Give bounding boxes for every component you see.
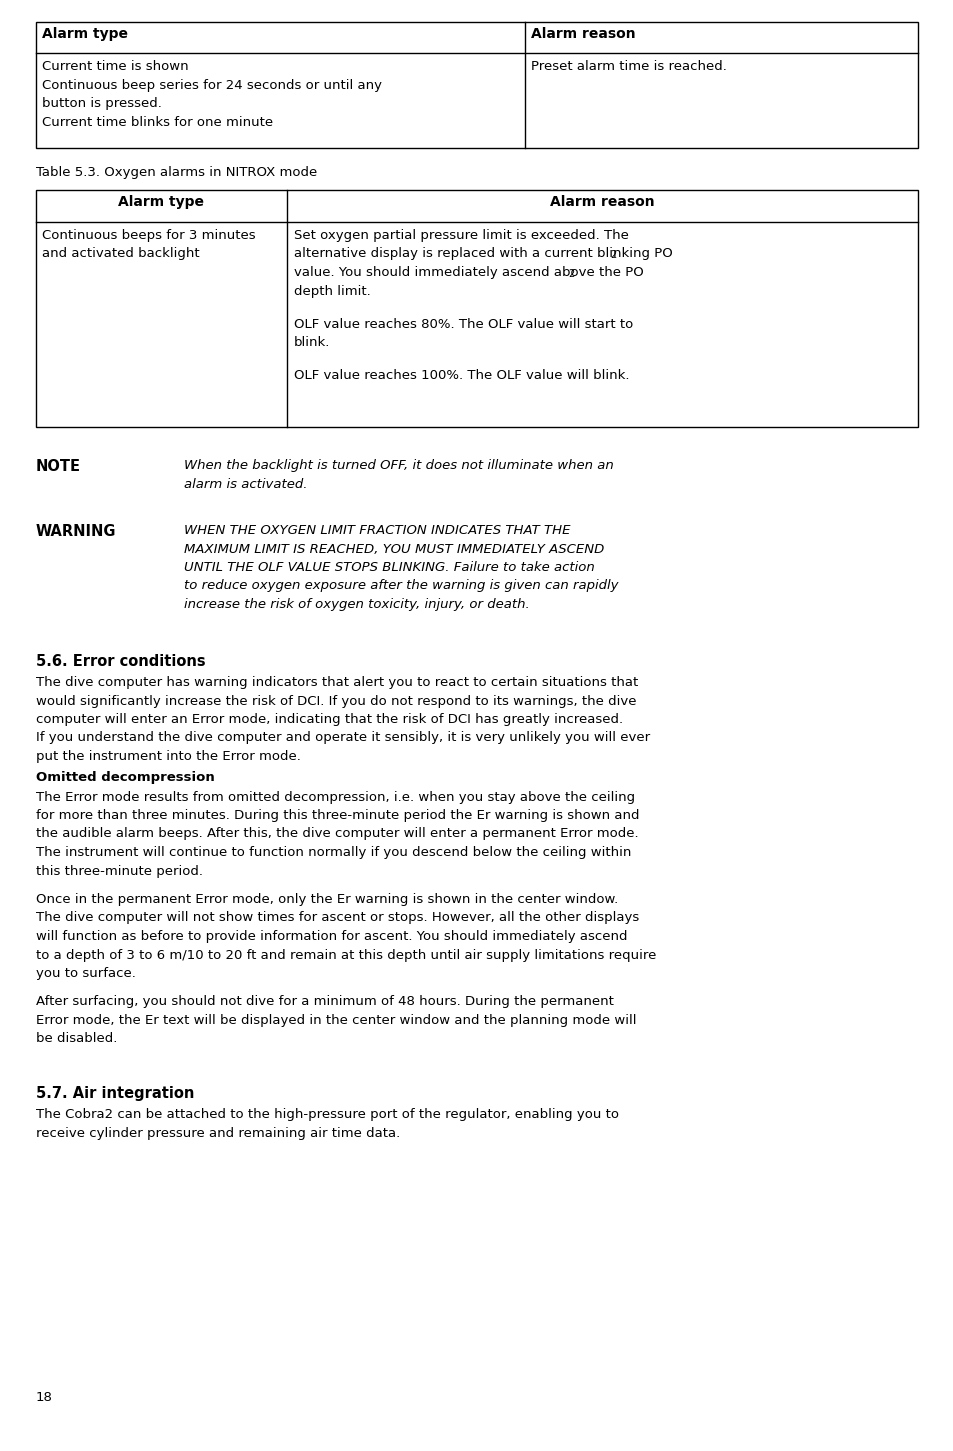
Text: value. You should immediately ascend above the PO: value. You should immediately ascend abo… xyxy=(294,266,643,279)
Text: 5.6. Error conditions: 5.6. Error conditions xyxy=(36,654,206,669)
Text: and activated backlight: and activated backlight xyxy=(42,248,199,261)
Text: When the backlight is turned OFF, it does not illuminate when an: When the backlight is turned OFF, it doe… xyxy=(184,459,613,472)
Text: Current time is shown: Current time is shown xyxy=(42,59,189,73)
Text: Omitted decompression: Omitted decompression xyxy=(36,770,214,784)
Bar xyxy=(36,190,917,427)
Text: 2: 2 xyxy=(609,251,616,261)
Text: If you understand the dive computer and operate it sensibly, it is very unlikely: If you understand the dive computer and … xyxy=(36,731,649,744)
Text: computer will enter an Error mode, indicating that the risk of DCI has greatly i: computer will enter an Error mode, indic… xyxy=(36,712,622,726)
Text: for more than three minutes. During this three-minute period the Er warning is s: for more than three minutes. During this… xyxy=(36,810,639,823)
Text: Alarm reason: Alarm reason xyxy=(549,194,654,209)
Text: Current time blinks for one minute: Current time blinks for one minute xyxy=(42,116,273,129)
Text: Alarm reason: Alarm reason xyxy=(531,28,635,41)
Text: would significantly increase the risk of DCI. If you do not respond to its warni: would significantly increase the risk of… xyxy=(36,695,636,708)
Text: After surfacing, you should not dive for a minimum of 48 hours. During the perma: After surfacing, you should not dive for… xyxy=(36,995,613,1008)
Text: Once in the permanent Error mode, only the Er warning is shown in the center win: Once in the permanent Error mode, only t… xyxy=(36,892,618,905)
Text: OLF value reaches 80%. The OLF value will start to: OLF value reaches 80%. The OLF value wil… xyxy=(294,318,633,331)
Text: to a depth of 3 to 6 m/10 to 20 ft and remain at this depth until air supply lim: to a depth of 3 to 6 m/10 to 20 ft and r… xyxy=(36,949,656,962)
Text: increase the risk of oxygen toxicity, injury, or death.: increase the risk of oxygen toxicity, in… xyxy=(184,598,529,611)
Text: The Error mode results from omitted decompression, i.e. when you stay above the : The Error mode results from omitted deco… xyxy=(36,791,635,804)
Text: Preset alarm time is reached.: Preset alarm time is reached. xyxy=(531,59,726,73)
Text: Continuous beeps for 3 minutes: Continuous beeps for 3 minutes xyxy=(42,229,255,242)
Text: alternative display is replaced with a current blinking PO: alternative display is replaced with a c… xyxy=(294,248,672,261)
Text: depth limit.: depth limit. xyxy=(294,284,371,297)
Text: be disabled.: be disabled. xyxy=(36,1033,117,1046)
Text: button is pressed.: button is pressed. xyxy=(42,97,162,110)
Bar xyxy=(36,22,917,148)
Text: receive cylinder pressure and remaining air time data.: receive cylinder pressure and remaining … xyxy=(36,1126,400,1139)
Text: the audible alarm beeps. After this, the dive computer will enter a permanent Er: the audible alarm beeps. After this, the… xyxy=(36,827,638,840)
Text: this three-minute period.: this three-minute period. xyxy=(36,865,203,878)
Text: 2: 2 xyxy=(567,268,574,279)
Text: blink.: blink. xyxy=(294,337,330,350)
Text: 5.7. Air integration: 5.7. Air integration xyxy=(36,1085,194,1101)
Text: The instrument will continue to function normally if you descend below the ceili: The instrument will continue to function… xyxy=(36,846,631,859)
Text: 18: 18 xyxy=(36,1392,52,1405)
Text: Set oxygen partial pressure limit is exceeded. The: Set oxygen partial pressure limit is exc… xyxy=(294,229,628,242)
Text: to reduce oxygen exposure after the warning is given can rapidly: to reduce oxygen exposure after the warn… xyxy=(184,579,618,592)
Text: The Cobra2 can be attached to the high-pressure port of the regulator, enabling : The Cobra2 can be attached to the high-p… xyxy=(36,1109,618,1122)
Text: WARNING: WARNING xyxy=(36,524,116,538)
Text: Table 5.3. Oxygen alarms in NITROX mode: Table 5.3. Oxygen alarms in NITROX mode xyxy=(36,165,317,178)
Text: Error mode, the Er text will be displayed in the center window and the planning : Error mode, the Er text will be displaye… xyxy=(36,1014,636,1027)
Text: OLF value reaches 100%. The OLF value will blink.: OLF value reaches 100%. The OLF value wi… xyxy=(294,369,629,382)
Text: MAXIMUM LIMIT IS REACHED, YOU MUST IMMEDIATELY ASCEND: MAXIMUM LIMIT IS REACHED, YOU MUST IMMED… xyxy=(184,543,604,556)
Text: NOTE: NOTE xyxy=(36,459,81,474)
Text: will function as before to provide information for ascent. You should immediatel: will function as before to provide infor… xyxy=(36,930,627,943)
Text: WHEN THE OXYGEN LIMIT FRACTION INDICATES THAT THE: WHEN THE OXYGEN LIMIT FRACTION INDICATES… xyxy=(184,524,570,537)
Text: UNTIL THE OLF VALUE STOPS BLINKING. Failure to take action: UNTIL THE OLF VALUE STOPS BLINKING. Fail… xyxy=(184,562,594,575)
Text: The dive computer has warning indicators that alert you to react to certain situ: The dive computer has warning indicators… xyxy=(36,676,638,689)
Text: The dive computer will not show times for ascent or stops. However, all the othe: The dive computer will not show times fo… xyxy=(36,911,639,924)
Text: Alarm type: Alarm type xyxy=(118,194,204,209)
Text: you to surface.: you to surface. xyxy=(36,966,135,979)
Text: put the instrument into the Error mode.: put the instrument into the Error mode. xyxy=(36,750,300,763)
Text: Alarm type: Alarm type xyxy=(42,28,128,41)
Text: Continuous beep series for 24 seconds or until any: Continuous beep series for 24 seconds or… xyxy=(42,78,381,91)
Text: alarm is activated.: alarm is activated. xyxy=(184,477,307,490)
